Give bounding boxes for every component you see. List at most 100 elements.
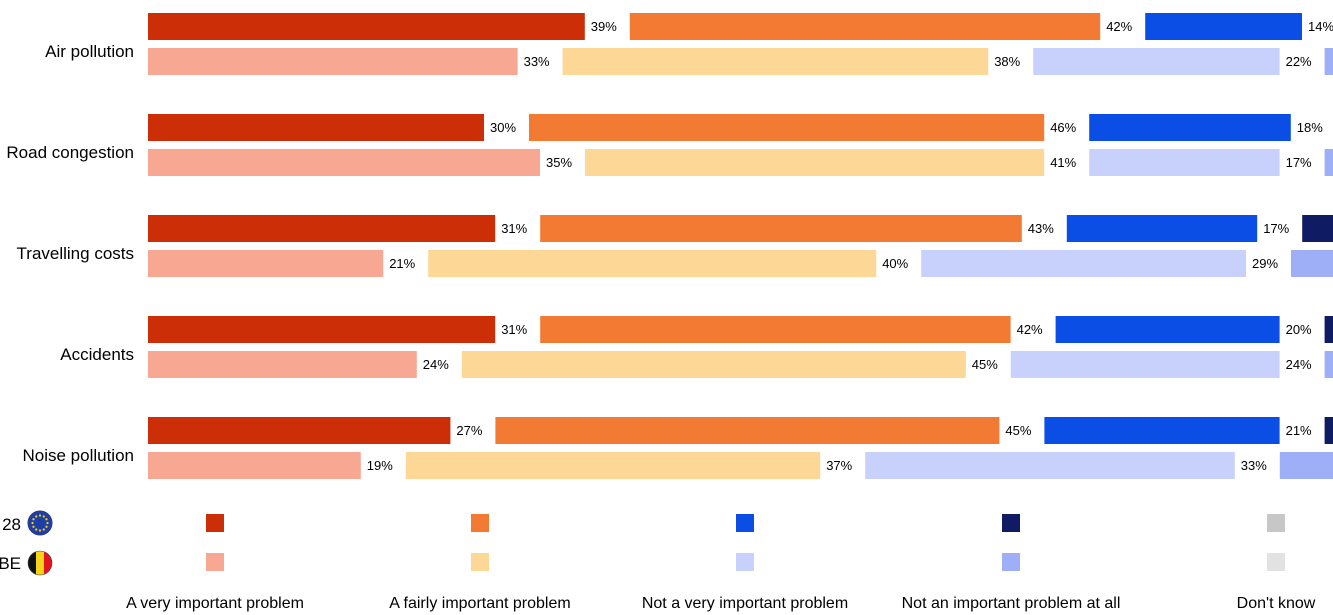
bar-segment — [148, 215, 496, 242]
value-label: 45% — [972, 357, 998, 372]
bar-segment — [1291, 250, 1333, 277]
bar-segment — [1089, 149, 1280, 176]
bar-segment — [148, 316, 496, 343]
bar-segment — [1324, 316, 1333, 343]
bar-segment — [540, 316, 1011, 343]
eu-flag-star — [45, 525, 48, 528]
value-label: 42% — [1017, 322, 1043, 337]
eu-flag-star — [42, 528, 45, 531]
value-label: 39% — [591, 19, 617, 34]
bar-segment — [1055, 316, 1280, 343]
eu-flag-star — [42, 515, 45, 518]
bar-segment — [1302, 215, 1333, 242]
legend-swatch — [206, 553, 224, 571]
bar-segment — [148, 149, 540, 176]
bar-segment — [148, 452, 361, 479]
bar-segment — [629, 13, 1101, 40]
bar-segment — [540, 215, 1022, 242]
bar-segment — [1089, 114, 1291, 141]
bar-segment — [1145, 13, 1302, 40]
value-label: 33% — [524, 54, 550, 69]
bar-segment — [1066, 215, 1258, 242]
group-label: BE — [0, 554, 21, 573]
bar-segment — [148, 13, 585, 40]
bar-segment — [1324, 351, 1333, 378]
bar-segment — [865, 452, 1235, 479]
value-label: 31% — [501, 322, 527, 337]
eu-flag-star — [45, 518, 48, 521]
value-label: 18% — [1297, 120, 1323, 135]
value-label: 21% — [389, 256, 415, 271]
bar-segment — [148, 250, 384, 277]
value-label: 42% — [1106, 19, 1132, 34]
category-label: Noise pollution — [22, 446, 134, 465]
legend-label: Not an important problem at all — [902, 595, 1121, 612]
legend-label: A very important problem — [126, 595, 304, 612]
belgium-flag-icon — [36, 551, 44, 575]
legend-swatch — [1267, 553, 1285, 571]
value-label: 29% — [1252, 256, 1278, 271]
legend-swatch — [471, 553, 489, 571]
legend-label: Not a very important problem — [642, 595, 848, 612]
bar-segment — [428, 250, 877, 277]
value-label: 45% — [1005, 423, 1031, 438]
bar-segment — [1010, 351, 1280, 378]
eu-flag-star — [38, 514, 42, 517]
eu-flag-star — [46, 521, 49, 525]
value-label: 27% — [456, 423, 482, 438]
eu-flag-star — [32, 525, 35, 528]
eu-flag-icon — [27, 510, 53, 536]
value-label: 40% — [882, 256, 908, 271]
legend-label: Don't know — [1237, 595, 1316, 612]
value-label: 33% — [1241, 458, 1267, 473]
value-label: 30% — [490, 120, 516, 135]
bar-segment — [1324, 417, 1333, 444]
bar-segment — [148, 114, 484, 141]
legend-label: A fairly important problem — [389, 595, 570, 612]
bar-segment — [495, 417, 1000, 444]
group-label: 28 — [2, 515, 21, 534]
eu-flag-star — [31, 521, 34, 525]
legend-swatch — [1267, 514, 1285, 532]
value-label: 24% — [1286, 357, 1312, 372]
value-label: 41% — [1050, 155, 1076, 170]
bar-segment — [148, 48, 518, 75]
value-label: 46% — [1050, 120, 1076, 135]
bar-segment — [461, 351, 966, 378]
value-label: 31% — [501, 221, 527, 236]
eu-flag-star — [32, 518, 35, 521]
value-label: 43% — [1028, 221, 1054, 236]
value-label: 19% — [367, 458, 393, 473]
value-label: 24% — [423, 357, 449, 372]
legend-swatch — [736, 514, 754, 532]
bar-segment — [562, 48, 989, 75]
bar-segment — [529, 114, 1045, 141]
value-label: 22% — [1286, 54, 1312, 69]
value-label: 37% — [826, 458, 852, 473]
legend-swatch — [471, 514, 489, 532]
value-label: 21% — [1286, 423, 1312, 438]
category-label: Travelling costs — [17, 244, 134, 263]
eu-flag-star — [38, 529, 42, 532]
category-label: Road congestion — [6, 143, 134, 162]
legend-swatch — [1002, 514, 1020, 532]
bar-segment — [405, 452, 821, 479]
eu-flag-star — [35, 528, 38, 531]
value-label: 38% — [994, 54, 1020, 69]
bar-segment — [1324, 149, 1333, 176]
value-label: 14% — [1308, 19, 1333, 34]
bar-segment — [1279, 452, 1333, 479]
belgium-flag-icon — [44, 551, 52, 575]
belgium-flag-icon — [28, 551, 36, 575]
value-label: 35% — [546, 155, 572, 170]
belgium-flag-border — [27, 550, 53, 576]
eu-flag-star — [35, 515, 38, 518]
value-label: 17% — [1263, 221, 1289, 236]
legend-swatch — [1002, 553, 1020, 571]
value-label: 17% — [1286, 155, 1312, 170]
bar-segment — [585, 149, 1045, 176]
legend-swatch — [736, 553, 754, 571]
bar-segment — [148, 417, 451, 444]
bar-segment — [921, 250, 1246, 277]
